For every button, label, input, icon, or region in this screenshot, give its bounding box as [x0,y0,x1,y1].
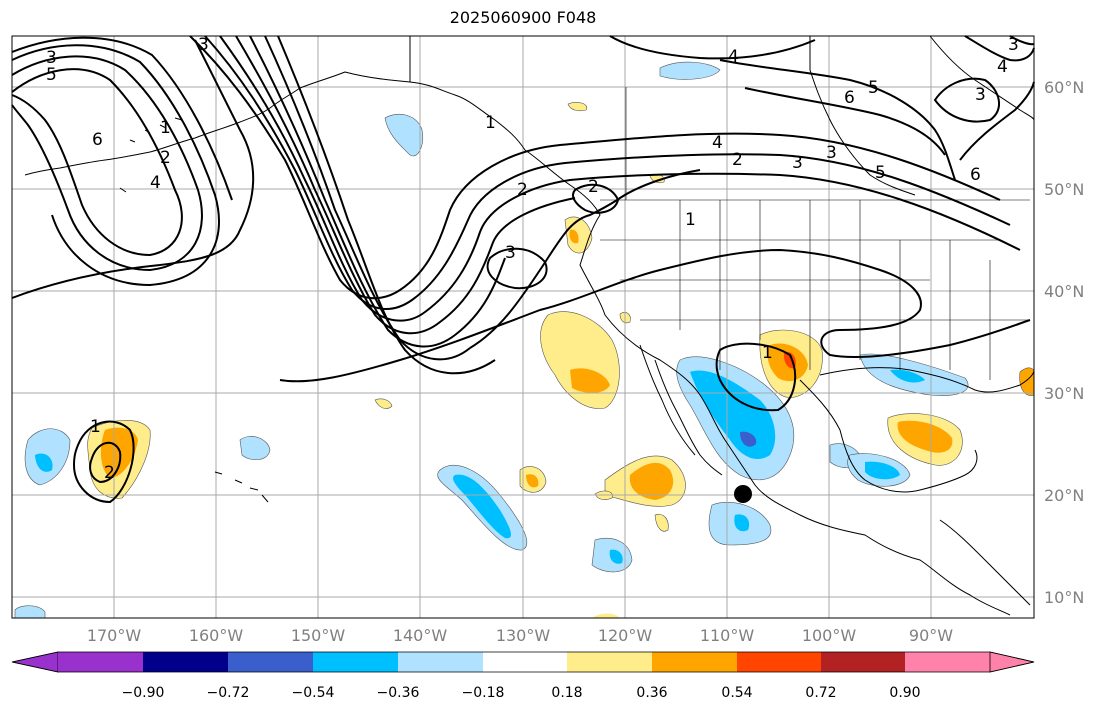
colorbar: −0.90 −0.72 −0.54 −0.36 −0.18 0.18 0.36 … [11,651,1035,701]
contour-label-group: 3 5 6 3 1 2 4 3 4 5 6 4 3 5 6 3 3 2 1 2 … [46,35,1019,483]
colorbar-tick-label: 0.72 [805,685,836,701]
lon-label: 110°W [700,626,755,645]
colorbar-tick-label: 0.36 [636,685,667,701]
lat-label: 10°N [1044,588,1084,607]
colorbar-extend-max [989,651,1035,673]
colorbar-bin [905,652,990,672]
colorbar-bin [58,652,143,672]
colorbar-bin [398,652,483,672]
map-frame [11,35,1035,619]
colorbar-tick-label: 0.54 [721,685,752,701]
contour-label: 4 [997,57,1008,77]
map-panel: 3 5 6 3 1 2 4 3 4 5 6 4 3 5 6 3 3 2 1 2 … [11,35,1035,619]
contour-label: 5 [46,65,57,85]
contour-label: 4 [712,133,723,153]
contour-label: 3 [46,48,57,68]
contour-label: 4 [150,173,161,193]
latitude-labels: 60°N 50°N 40°N 30°N 20°N 10°N [1044,78,1084,607]
colorbar-tick-label: 0.90 [889,685,920,701]
contour-label: 2 [732,150,743,170]
contour-label: 6 [844,88,855,108]
map-title: 2025060900 F048 [449,8,597,27]
contour-lines [11,35,1035,504]
lat-label: 50°N [1044,180,1084,199]
contour-label: 6 [92,130,103,150]
contour-label: 1 [160,118,171,138]
colorbar-outline [11,651,1035,673]
colorbar-tick-label: −0.36 [377,685,420,701]
lon-label: 90°W [909,626,953,645]
contour-label: 1 [685,210,696,230]
colorbar-bin [652,652,737,672]
lon-label: 160°W [189,626,244,645]
colorbar-tick-label: 0.18 [551,685,582,701]
colorbar-extend-min [11,651,59,673]
lon-label: 140°W [393,626,448,645]
coastlines [24,35,1035,616]
contour-label: 2 [588,177,599,197]
colorbar-tick-label: −0.90 [122,685,165,701]
colorbar-tick-label: −0.72 [207,685,250,701]
contour-label: 2 [517,180,528,200]
contour-label: 3 [826,143,837,163]
shading-fields [14,61,1035,619]
colorbar-bin [228,652,313,672]
colorbar-bin [143,652,228,672]
lon-label: 120°W [598,626,653,645]
contour-label: 6 [970,165,981,185]
contour-label: 3 [505,243,516,263]
contour-label: 1 [485,113,496,133]
storm-center-marker [734,485,752,503]
contour-label: 2 [104,463,115,483]
contour-label: 1 [90,417,101,437]
longitude-labels: 170°W 160°W 150°W 140°W 130°W 120°W 110°… [87,626,953,645]
lat-label: 60°N [1044,78,1084,97]
lat-label: 30°N [1044,384,1084,403]
contour-label: 1 [762,343,773,363]
colorbar-bin [313,652,398,672]
lon-label: 150°W [291,626,346,645]
contour-label: 3 [198,35,209,55]
contour-label: 4 [728,47,739,67]
lon-label: 130°W [496,626,551,645]
contour-label: 2 [160,148,171,168]
lat-label: 20°N [1044,486,1084,505]
state-borders [600,87,1030,380]
colorbar-bin [567,652,652,672]
contour-label: 5 [868,78,879,98]
colorbar-bin [483,652,567,672]
colorbar-bin [737,652,821,672]
contour-label: 3 [792,153,803,173]
lon-label: 100°W [802,626,857,645]
colorbar-tick-label: −0.18 [462,685,505,701]
lat-label: 40°N [1044,282,1084,301]
contour-label: 5 [875,163,886,183]
colorbar-tick-label: −0.54 [292,685,335,701]
contour-label: 3 [975,85,986,105]
colorbar-bin [821,652,905,672]
lon-label: 170°W [87,626,142,645]
contour-label: 3 [1008,35,1019,55]
